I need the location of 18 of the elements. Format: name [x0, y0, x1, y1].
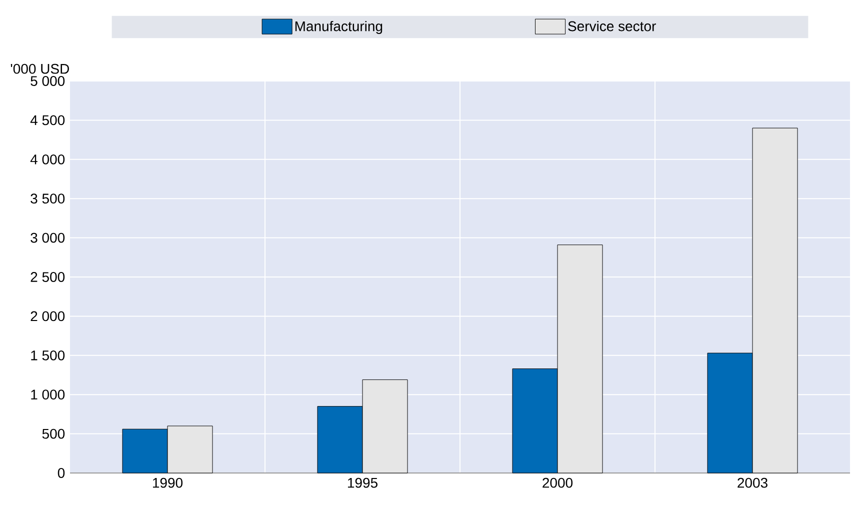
y-tick-label: 3 000 [30, 232, 65, 243]
x-tick-label: 1990 [152, 478, 183, 488]
x-tick-label: 1995 [348, 478, 378, 488]
legend-label: Manufacturing [295, 20, 382, 34]
x-tick-label: 2000 [542, 478, 573, 488]
y-axis-title: '000 USD [10, 64, 69, 74]
y-tick-label: 5 000 [30, 76, 65, 86]
y-tick-label: 500 [42, 428, 65, 439]
y-tick-label: 4 500 [30, 115, 65, 126]
y-tick-label: 0 [58, 468, 65, 478]
legend-label: Service sector [568, 20, 656, 32]
y-tick-label: 3 500 [30, 194, 65, 204]
y-tick-label: 1 500 [31, 350, 65, 360]
y-tick-label: 2 500 [30, 272, 65, 282]
y-tick-label: 2 000 [30, 311, 65, 322]
x-tick-label: 2003 [738, 478, 768, 488]
y-tick-label: 4 000 [30, 154, 65, 164]
y-tick-label: 1 000 [31, 390, 65, 400]
